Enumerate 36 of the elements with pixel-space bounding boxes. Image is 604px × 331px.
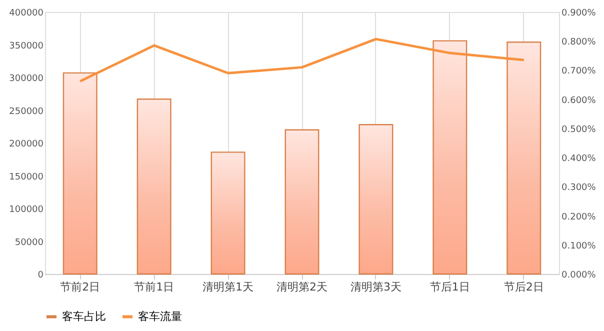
- y-tick-label: 400000: [9, 8, 44, 18]
- x-tick-label: 清明第3天: [350, 280, 402, 294]
- y-tick-label: 150000: [9, 172, 44, 182]
- y2-tick-label: 0.400%: [562, 154, 596, 164]
- y2-tick-label: 0.900%: [562, 8, 596, 18]
- x-tick-label: 节前1日: [134, 280, 174, 294]
- y2-tick-label: 0.700%: [562, 66, 596, 77]
- y-tick-label: 200000: [9, 140, 44, 150]
- x-tick-label: 清明第1天: [202, 280, 254, 294]
- bar: [284, 129, 320, 275]
- x-tick-label: 节后1日: [430, 280, 470, 294]
- y2-tick-label: 0.100%: [562, 241, 596, 252]
- y2-tick-label: 0.600%: [562, 96, 596, 106]
- x-tick-label: 清明第2天: [276, 280, 328, 294]
- y-tick-label: 50000: [14, 238, 44, 248]
- x-tick-label: 节前2日: [60, 280, 100, 294]
- y-tick-label: 0: [38, 270, 44, 280]
- y2-tick-label: 0.200%: [562, 212, 596, 222]
- y2-tick-label: 0.300%: [562, 183, 596, 194]
- bar: [136, 98, 172, 275]
- bar: [432, 40, 468, 275]
- bar: [210, 152, 246, 275]
- legend-label: 客车流量: [138, 310, 182, 323]
- y-tick-label: 300000: [9, 74, 44, 84]
- x-tick-label: 节后2日: [504, 280, 544, 294]
- y2-tick-label: 0.800%: [562, 38, 596, 48]
- y-tick-label: 350000: [9, 41, 44, 52]
- bar: [62, 72, 98, 275]
- y-tick-label: 100000: [9, 205, 44, 215]
- bar: [358, 124, 394, 275]
- bar: [506, 42, 542, 275]
- y-tick-label: 250000: [9, 106, 44, 117]
- legend-label: 客车占比: [62, 310, 106, 323]
- y2-tick-label: 0.500%: [562, 124, 596, 135]
- line-series: [78, 38, 526, 83]
- y2-tick-label: 0.000%: [562, 270, 596, 280]
